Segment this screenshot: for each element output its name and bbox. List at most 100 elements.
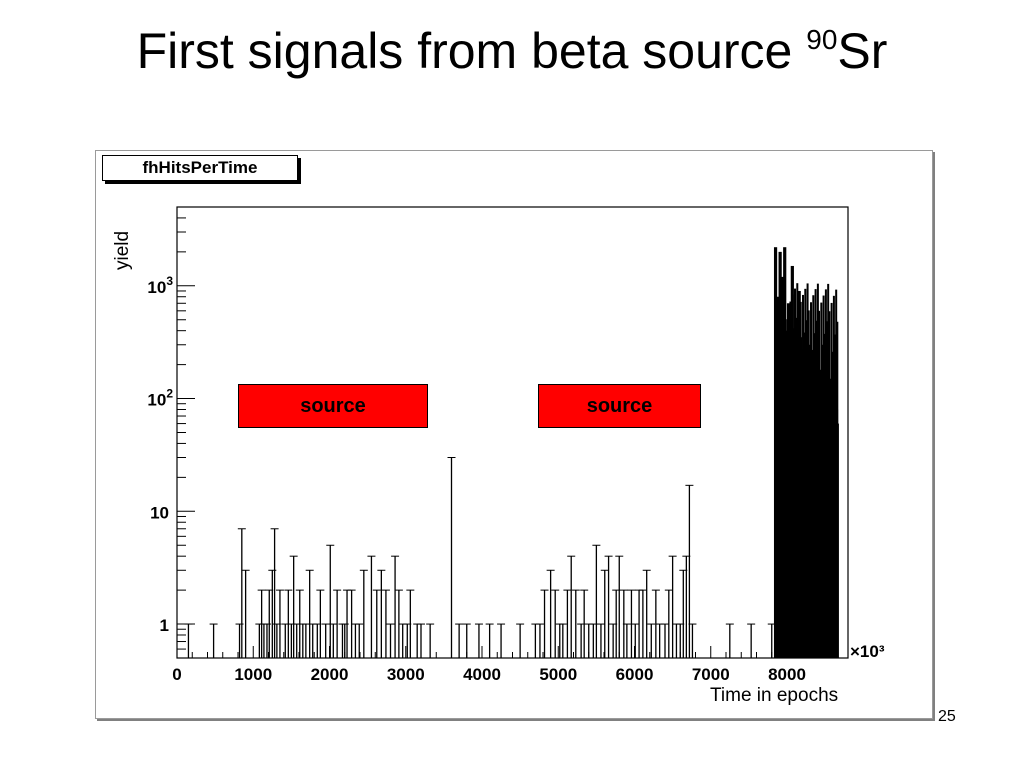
slide-title-element: Sr	[837, 23, 888, 79]
histogram-bar	[659, 624, 661, 658]
histogram-bar	[780, 347, 783, 658]
histogram-bar	[284, 624, 286, 658]
histogram-bar	[238, 624, 241, 658]
histogram-bar	[802, 294, 805, 658]
histogram-bar	[829, 378, 832, 658]
histogram-bar	[775, 419, 778, 658]
histogram-bar	[794, 288, 797, 658]
x-axis-multiplier: ×10³	[850, 642, 885, 661]
histogram-bar	[798, 374, 801, 658]
histogram-bar	[776, 309, 779, 658]
histogram-bar	[416, 624, 418, 658]
histogram-bar	[549, 570, 552, 658]
x-tick-label: 0	[172, 665, 181, 684]
histogram-bar	[258, 624, 260, 658]
histogram-bar	[268, 590, 270, 658]
histogram-bar	[458, 624, 460, 658]
histogram-bar	[500, 624, 502, 658]
histogram-bar	[276, 624, 278, 658]
histogram-bar	[813, 333, 816, 658]
histogram-bar	[782, 331, 785, 658]
histogram-bar	[420, 624, 422, 658]
histogram-bar	[344, 624, 346, 658]
histogram-bar	[679, 624, 681, 658]
histogram-bar	[774, 318, 777, 658]
y-tick-label: 10	[150, 503, 169, 522]
histogram-bar	[642, 590, 644, 658]
histogram-bar	[309, 570, 311, 658]
histogram-bar	[394, 556, 396, 658]
histogram-bar	[604, 570, 606, 658]
histogram-bar	[212, 624, 215, 658]
histogram-bar	[626, 624, 628, 658]
histogram-bar	[325, 624, 327, 658]
histogram-bar	[312, 624, 314, 658]
histogram-bar	[580, 624, 582, 658]
y-axis-label: yield	[112, 230, 133, 270]
histogram-bar	[241, 528, 243, 658]
histogram-bar	[796, 283, 799, 658]
histogram-bar	[341, 624, 344, 658]
histogram-bar	[554, 590, 556, 658]
histogram-bar	[790, 348, 793, 658]
histogram-bar	[612, 624, 614, 658]
histogram-bar	[822, 295, 825, 658]
slide-title-main: First signals from beta source	[136, 23, 807, 79]
histogram-bar	[685, 556, 687, 658]
histogram-bar	[816, 283, 819, 658]
histogram-bar	[559, 624, 561, 658]
histogram-bar	[789, 301, 792, 658]
histogram-bar	[615, 590, 617, 658]
histogram-bar	[305, 624, 307, 658]
histogram-bar	[805, 320, 808, 658]
histogram-bar	[363, 570, 365, 658]
histogram-bar	[828, 311, 831, 658]
histogram-bar	[592, 624, 594, 658]
histogram-bar	[779, 301, 782, 658]
histogram-bar	[818, 310, 821, 658]
histogram-bar	[814, 289, 817, 658]
histogram-bar	[688, 485, 691, 658]
histogram-bar	[319, 590, 321, 658]
histogram-bar	[293, 556, 295, 658]
histogram-bar	[332, 624, 334, 658]
histogram-bar	[543, 590, 546, 658]
histogram-bar	[771, 624, 773, 658]
histogram-bar	[812, 295, 815, 658]
histogram-bar	[380, 570, 382, 658]
histogram-bar	[826, 321, 829, 658]
y-tick-label: 102	[147, 387, 173, 410]
source-annotation-1: source	[238, 384, 428, 428]
histogram-bar	[244, 570, 247, 658]
x-tick-label: 7000	[692, 665, 730, 684]
histogram-bar	[788, 372, 791, 658]
histogram-bar	[811, 349, 814, 658]
histogram-bar	[595, 545, 598, 658]
histogram-bar	[466, 624, 468, 658]
histogram-bar	[562, 624, 564, 658]
x-tick-label: 4000	[463, 665, 501, 684]
histogram-bar	[354, 624, 357, 658]
histogram-bar	[296, 624, 298, 658]
histogram-bar	[519, 624, 521, 658]
histogram-bar	[263, 624, 265, 658]
histogram-bar	[266, 624, 268, 658]
y-tick-label: 1	[160, 616, 169, 635]
histogram-bar	[329, 545, 331, 658]
histogram-bar	[803, 332, 806, 658]
histogram-bar	[786, 423, 788, 658]
histogram-bar	[271, 570, 273, 658]
x-tick-label: 3000	[387, 665, 425, 684]
histogram-bar	[389, 624, 392, 658]
histogram-bar	[376, 590, 378, 658]
histogram-bar	[671, 556, 674, 658]
histogram-title-box: fhHitsPerTime	[102, 155, 298, 181]
histogram-bar	[402, 624, 404, 658]
histogram-bar	[638, 590, 640, 658]
histogram-bar	[835, 289, 838, 658]
y-tick-label: 103	[147, 274, 173, 297]
histogram-bar	[539, 624, 541, 658]
histogram-bar	[827, 283, 830, 658]
histogram-bar	[804, 288, 807, 658]
histogram-bar	[824, 289, 827, 658]
